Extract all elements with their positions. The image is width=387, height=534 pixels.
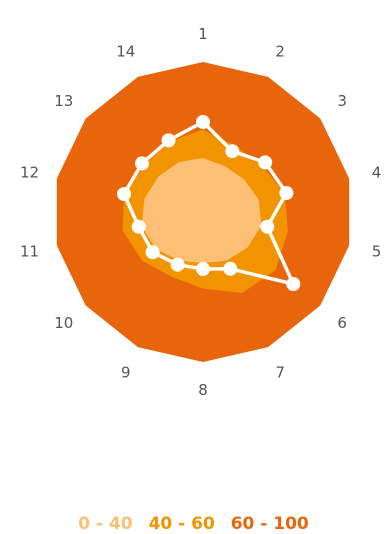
axis-label-12: 12 (20, 163, 39, 181)
axis-label-3: 3 (337, 92, 347, 110)
data-point-5[interactable] (260, 219, 275, 234)
band-area-0-40 (141, 158, 262, 263)
axis-label-7: 7 (275, 363, 285, 381)
data-point-12[interactable] (117, 187, 131, 201)
axis-label-11: 11 (20, 243, 39, 261)
data-point-8[interactable] (196, 262, 210, 276)
data-point-10[interactable] (145, 245, 160, 260)
legend-item-60-100[interactable]: 60 - 100 (230, 514, 309, 534)
axis-label-9: 9 (121, 363, 131, 381)
axis-label-13: 13 (54, 92, 73, 110)
axis-label-4: 4 (372, 163, 382, 181)
data-point-6[interactable] (286, 277, 301, 291)
axis-label-1: 1 (198, 25, 208, 43)
data-point-9[interactable] (170, 257, 185, 272)
band-areas (56, 62, 350, 362)
axis-label-5: 5 (372, 243, 382, 261)
legend-item-40-60[interactable]: 40 - 60 (148, 514, 215, 534)
axis-label-10: 10 (54, 314, 73, 332)
data-point-1[interactable] (196, 115, 210, 129)
data-point-2[interactable] (225, 144, 240, 159)
data-point-7[interactable] (223, 261, 238, 276)
data-point-13[interactable] (135, 156, 149, 171)
data-point-4[interactable] (279, 186, 294, 200)
data-point-3[interactable] (258, 155, 273, 170)
data-point-11[interactable] (131, 219, 146, 234)
series-layer (117, 115, 301, 291)
axis-label-2: 2 (275, 43, 285, 61)
axis-label-14: 14 (116, 43, 135, 61)
legend-item-0-40[interactable]: 0 - 40 (78, 514, 133, 534)
axis-label-6: 6 (337, 314, 347, 332)
data-point-14[interactable] (161, 133, 176, 148)
legend: 0 - 40 40 - 60 60 - 100 (0, 514, 387, 534)
axis-label-8: 8 (198, 381, 208, 399)
